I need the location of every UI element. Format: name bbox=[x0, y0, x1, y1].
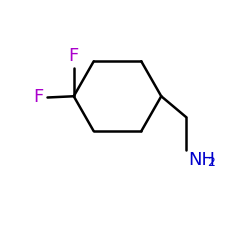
Text: 2: 2 bbox=[207, 156, 214, 170]
Text: F: F bbox=[34, 88, 44, 106]
Text: NH: NH bbox=[189, 151, 216, 169]
Text: F: F bbox=[68, 47, 79, 65]
